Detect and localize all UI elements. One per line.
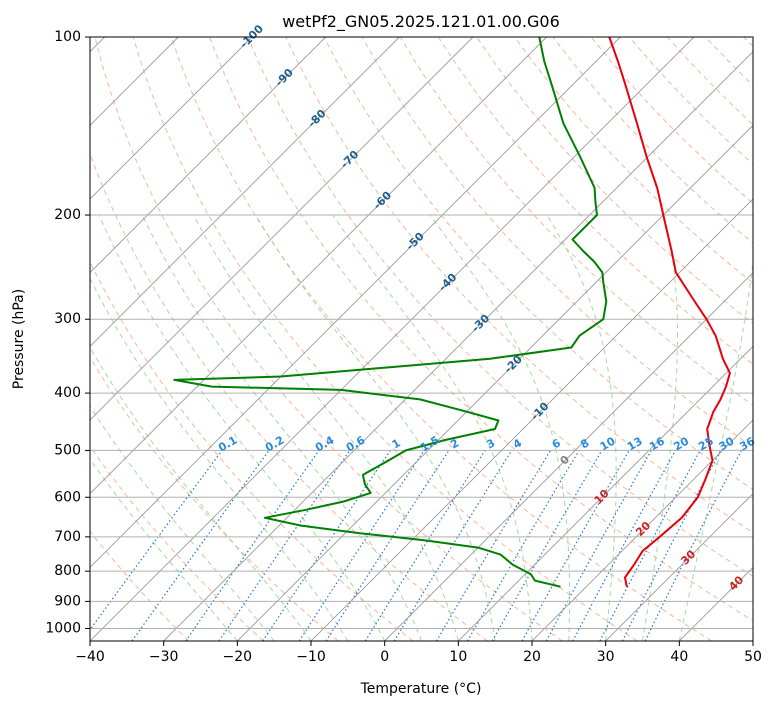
moist-adiabat [90, 346, 312, 641]
isotherm [752, 640, 753, 641]
mixing-ratio-line [218, 450, 351, 641]
y-tick-label: 400 [54, 385, 81, 401]
isotherm [531, 419, 753, 641]
mixing-ratio-line [262, 450, 391, 641]
pressure-gridlines [90, 37, 753, 629]
moist-adiabat [255, 214, 496, 641]
isotherm [458, 345, 753, 641]
isotherm [237, 124, 753, 641]
moist-adiabat [90, 277, 349, 641]
isotherm [90, 37, 474, 421]
dry-adiabat [399, 37, 753, 407]
y-tick-label: 200 [54, 207, 81, 223]
x-tick-label: −30 [149, 649, 179, 665]
mixing-ratio-line [393, 450, 513, 641]
mixing-ratio-line [90, 450, 223, 631]
mixing-ratio-line [621, 450, 722, 641]
x-tick-label: 30 [597, 649, 615, 665]
dry-adiabat [170, 37, 712, 641]
mixing-ratio-line [521, 450, 630, 641]
isotherm [163, 51, 753, 641]
dry-adiabat [90, 530, 190, 641]
background-lines [90, 37, 753, 641]
x-tick-label: 50 [744, 649, 762, 665]
mixing-ratio-line [545, 450, 652, 641]
isotherm [310, 198, 753, 641]
y-tick-label: 100 [54, 29, 81, 45]
x-tick-label: 0 [380, 649, 389, 665]
y-tick-label: 500 [54, 442, 81, 458]
y-tick-label: 700 [54, 529, 81, 545]
profiles [173, 37, 731, 588]
isotherm [384, 272, 753, 641]
x-tick-label: 40 [670, 649, 688, 665]
temperature-line [608, 37, 731, 587]
y-tick-label: 300 [54, 311, 81, 327]
x-tick-label: 20 [523, 649, 541, 665]
x-tick-label: −10 [296, 649, 326, 665]
mixing-ratio-line [644, 450, 743, 641]
moist-adiabat [678, 258, 753, 641]
y-tick-label: 800 [54, 563, 81, 579]
dry-adiabat [90, 445, 264, 641]
plot-frame [89, 36, 754, 642]
moist-adiabat [192, 214, 459, 641]
dry-adiabat [247, 37, 753, 577]
dewpoint-line [173, 37, 608, 588]
dry-adiabat [132, 37, 638, 641]
x-axis: −40 −30 −20 −10 0 10 20 30 40 50 [75, 641, 762, 665]
isotherm [605, 493, 753, 641]
x-tick-label: −20 [223, 649, 253, 665]
mixing-ratio-line [572, 450, 677, 641]
mixing-ratio-line [185, 450, 320, 641]
isotherm [90, 37, 253, 200]
dry-adiabat [514, 37, 753, 284]
x-axis-label: Temperature (°C) [360, 681, 482, 697]
x-tick-label: −40 [75, 649, 105, 665]
mixing-ratio-line [325, 450, 450, 641]
moist-adiabat [546, 214, 617, 641]
plot-area [90, 37, 753, 641]
isotherm [90, 37, 326, 274]
moist-adiabat [642, 214, 678, 641]
mixing-ratio-line [298, 450, 425, 641]
y-tick-label: 900 [54, 593, 81, 609]
moist-adiabat [332, 214, 533, 641]
dry-adiabat [90, 356, 339, 641]
chart-title: wetPf2_GN05.2025.121.01.00.G06 [282, 12, 560, 32]
isotherm [90, 37, 547, 495]
y-axis-label: Pressure (hPa) [11, 289, 27, 389]
isotherm [90, 37, 400, 347]
dry-adiabat [90, 152, 488, 641]
isotherm [90, 37, 621, 568]
dry-adiabat [209, 37, 753, 622]
x-tick-label: 10 [449, 649, 467, 665]
isotherm [90, 37, 695, 641]
dry-adiabat [94, 37, 563, 641]
moist-adiabat [90, 458, 238, 641]
y-tick-label: 1000 [45, 620, 81, 636]
moist-adiabat [141, 214, 422, 641]
y-axis: 1000 900 800 700 600 500 400 300 200 100 [45, 29, 90, 636]
y-tick-label: 600 [54, 489, 81, 505]
